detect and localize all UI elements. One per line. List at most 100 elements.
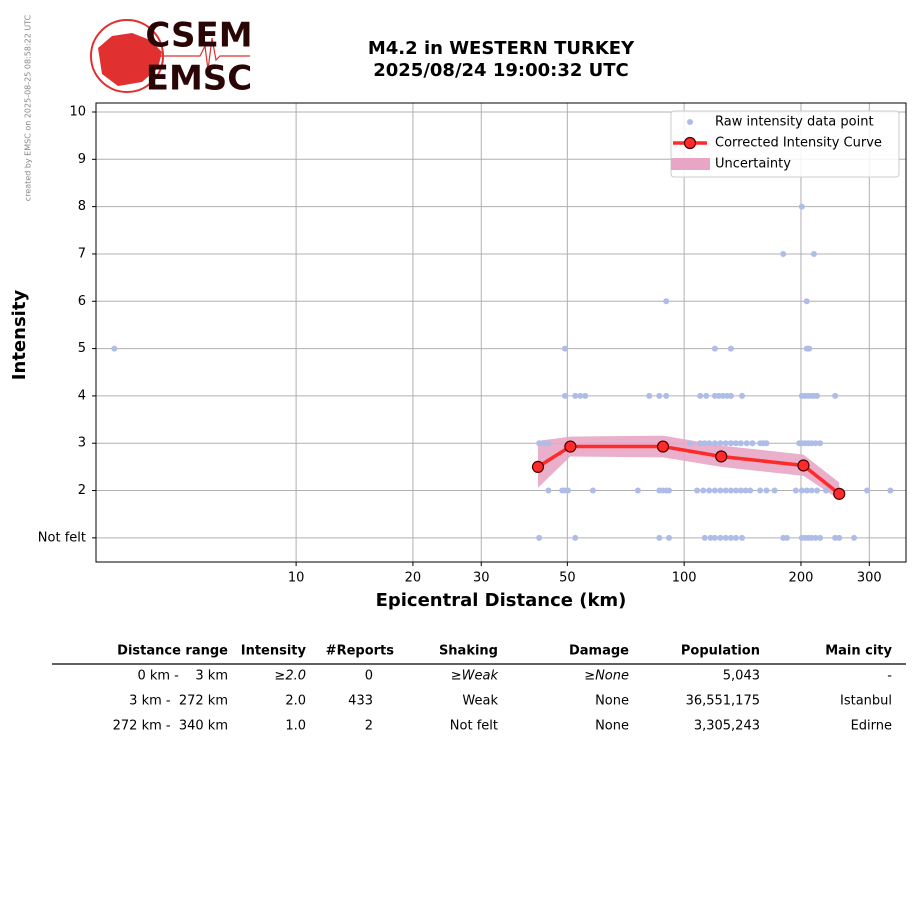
table-header: Distance range (117, 644, 228, 659)
data-point (737, 440, 744, 447)
data-point (763, 487, 770, 494)
table-cell: 272 km - 340 km (113, 719, 228, 734)
table-cell: 2 (365, 719, 373, 734)
table-cell: Not felt (450, 719, 498, 734)
x-tick-label: 200 (789, 571, 814, 586)
data-point (743, 440, 750, 447)
legend-label: Corrected Intensity Curve (715, 136, 882, 151)
data-point (711, 534, 718, 541)
legend: Raw intensity data point Corrected Intens… (670, 110, 900, 178)
legend-label: Uncertainty (715, 157, 791, 172)
data-point (582, 392, 589, 399)
data-point (722, 440, 729, 447)
table-header: #Reports (326, 644, 395, 659)
x-axis-label: Epicentral Distance (km) (376, 590, 627, 611)
y-axis-label: Intensity (9, 290, 30, 381)
data-point (757, 487, 764, 494)
data-point (814, 392, 821, 399)
table-cell: 3 km - 272 km (129, 694, 228, 709)
table-cell: Edirne (851, 719, 892, 734)
data-point (763, 440, 770, 447)
data-point (663, 298, 670, 305)
y-tick-label: 5 (78, 341, 86, 356)
table-cell: 433 (348, 694, 373, 709)
legend-swatch (683, 136, 697, 150)
logo-map (98, 33, 162, 86)
data-point (565, 487, 572, 494)
curve-marker (715, 450, 728, 463)
data-point (711, 392, 718, 399)
x-tick-label: 50 (559, 571, 576, 586)
data-point (706, 440, 713, 447)
data-point (717, 440, 724, 447)
data-point (701, 440, 708, 447)
data-point (727, 392, 734, 399)
data-point (686, 440, 693, 447)
data-point (561, 345, 568, 352)
data-point (577, 392, 584, 399)
table-cell: - (887, 669, 892, 684)
uncertainty-band (537, 435, 840, 500)
data-point (722, 534, 729, 541)
table: Distance range Intensity #Reports Shaking Da… (52, 644, 906, 734)
data-point (727, 440, 734, 447)
legend-box (670, 110, 900, 178)
y-tick-label: 6 (78, 294, 86, 309)
data-point (536, 534, 543, 541)
data-point (697, 440, 704, 447)
data-point (836, 534, 843, 541)
curve-marker (564, 440, 577, 453)
data-point (545, 487, 552, 494)
y-tick-label: 8 (78, 199, 86, 214)
data-point (727, 345, 734, 352)
data-point (694, 487, 701, 494)
data-point (817, 534, 824, 541)
x-tick-label: 100 (672, 571, 697, 586)
data-point (732, 440, 739, 447)
data-point (727, 487, 734, 494)
table-cell: 2.0 (285, 694, 306, 709)
data-point (540, 440, 547, 447)
data-point (665, 487, 672, 494)
data-point (656, 392, 663, 399)
data-point (887, 487, 894, 494)
table-cell: 0 km - 3 km (137, 669, 228, 684)
data-point (780, 250, 787, 257)
data-point (663, 392, 670, 399)
data-point (812, 440, 819, 447)
data-point (851, 534, 858, 541)
table-cell: 5,043 (723, 669, 760, 684)
data-point (792, 487, 799, 494)
data-point (707, 534, 714, 541)
data-point (808, 487, 815, 494)
data-point (737, 487, 744, 494)
data-point (706, 487, 713, 494)
table-header: Main city (825, 644, 892, 659)
data-point (783, 534, 790, 541)
data-point (111, 345, 118, 352)
y-tick-label: Not felt (38, 530, 86, 545)
table-header: Population (681, 644, 760, 659)
data-point (812, 534, 819, 541)
legend-swatch (687, 119, 693, 125)
curve-marker (833, 487, 846, 500)
data-point (822, 487, 829, 494)
data-point (798, 487, 805, 494)
x-tick-label: 10 (288, 571, 305, 586)
data-point (545, 440, 552, 447)
logo-bottom: EMSC (146, 59, 253, 99)
data-point (814, 487, 821, 494)
data-point (717, 487, 724, 494)
data-point (646, 392, 653, 399)
logo-seismogram (150, 37, 250, 71)
data-point (803, 298, 810, 305)
data-point (832, 392, 839, 399)
data-point (810, 250, 817, 257)
table-cell: Weak (462, 694, 498, 709)
credit: created by EMSC on 2025-08-25 08:58:22 U… (24, 14, 33, 201)
table-cell: 36,551,175 (686, 694, 760, 709)
table-cell: Istanbul (840, 694, 892, 709)
table-header: Intensity (241, 644, 307, 659)
table-cell: 0 (365, 669, 373, 684)
